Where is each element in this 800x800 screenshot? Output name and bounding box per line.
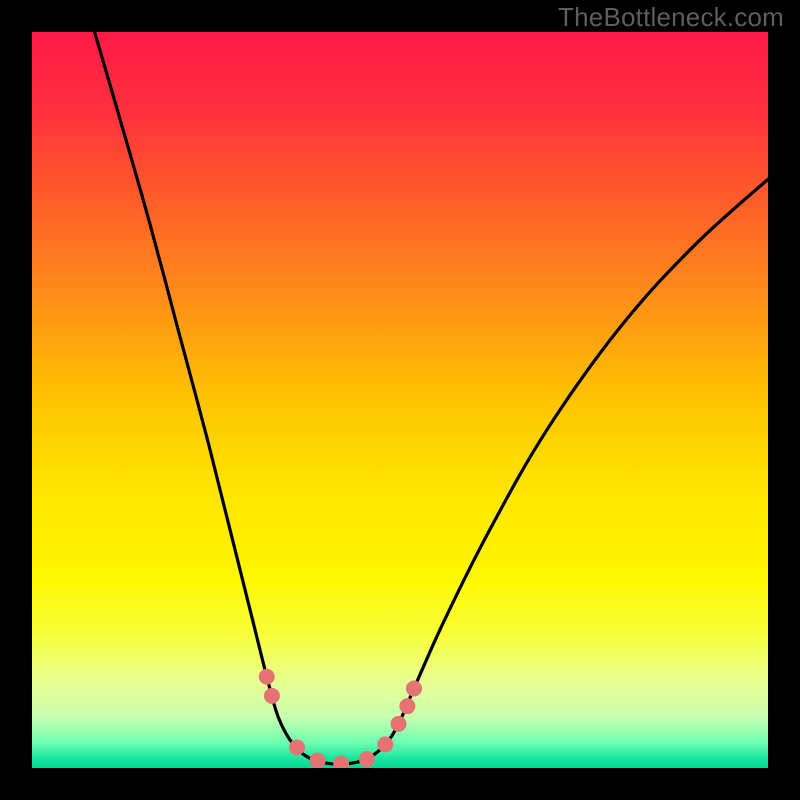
- curve-svg-layer: [32, 32, 768, 768]
- watermark-text: TheBottleneck.com: [558, 2, 784, 33]
- data-marker: [359, 752, 374, 767]
- data-marker: [400, 699, 415, 714]
- data-marker: [406, 681, 421, 696]
- chart-plot-area: [32, 32, 768, 768]
- data-marker: [334, 756, 349, 768]
- data-marker: [391, 716, 406, 731]
- marker-group: [259, 669, 421, 768]
- data-marker: [378, 737, 393, 752]
- data-marker: [264, 688, 279, 703]
- data-marker: [259, 669, 274, 684]
- data-marker: [289, 740, 304, 755]
- data-marker: [310, 753, 325, 768]
- bottleneck-curve: [95, 32, 768, 764]
